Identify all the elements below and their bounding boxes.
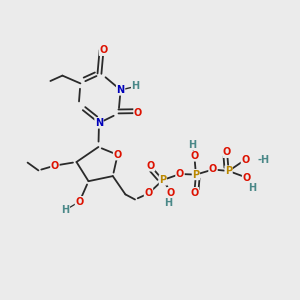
Text: O: O [99, 45, 108, 56]
Text: P: P [159, 175, 167, 185]
Text: O: O [113, 150, 122, 160]
Text: P: P [192, 169, 200, 180]
Text: O: O [51, 160, 59, 171]
Text: -H: -H [257, 154, 269, 165]
Text: O: O [190, 188, 199, 198]
Text: O: O [146, 161, 155, 171]
Text: H: H [61, 205, 70, 215]
Text: H: H [248, 183, 256, 194]
Text: O: O [176, 169, 184, 179]
Text: H: H [164, 198, 172, 208]
Text: N: N [116, 85, 125, 95]
Text: O: O [209, 164, 217, 175]
Text: O: O [190, 151, 199, 161]
Text: O: O [167, 188, 175, 198]
Text: O: O [223, 147, 231, 158]
Text: P: P [225, 166, 232, 176]
Text: O: O [134, 108, 142, 118]
Text: O: O [144, 188, 153, 199]
Text: H: H [131, 81, 140, 92]
Text: N: N [95, 118, 103, 128]
Text: H: H [188, 140, 196, 150]
Text: O: O [242, 172, 251, 183]
Text: O: O [75, 196, 84, 207]
Text: O: O [241, 154, 250, 165]
